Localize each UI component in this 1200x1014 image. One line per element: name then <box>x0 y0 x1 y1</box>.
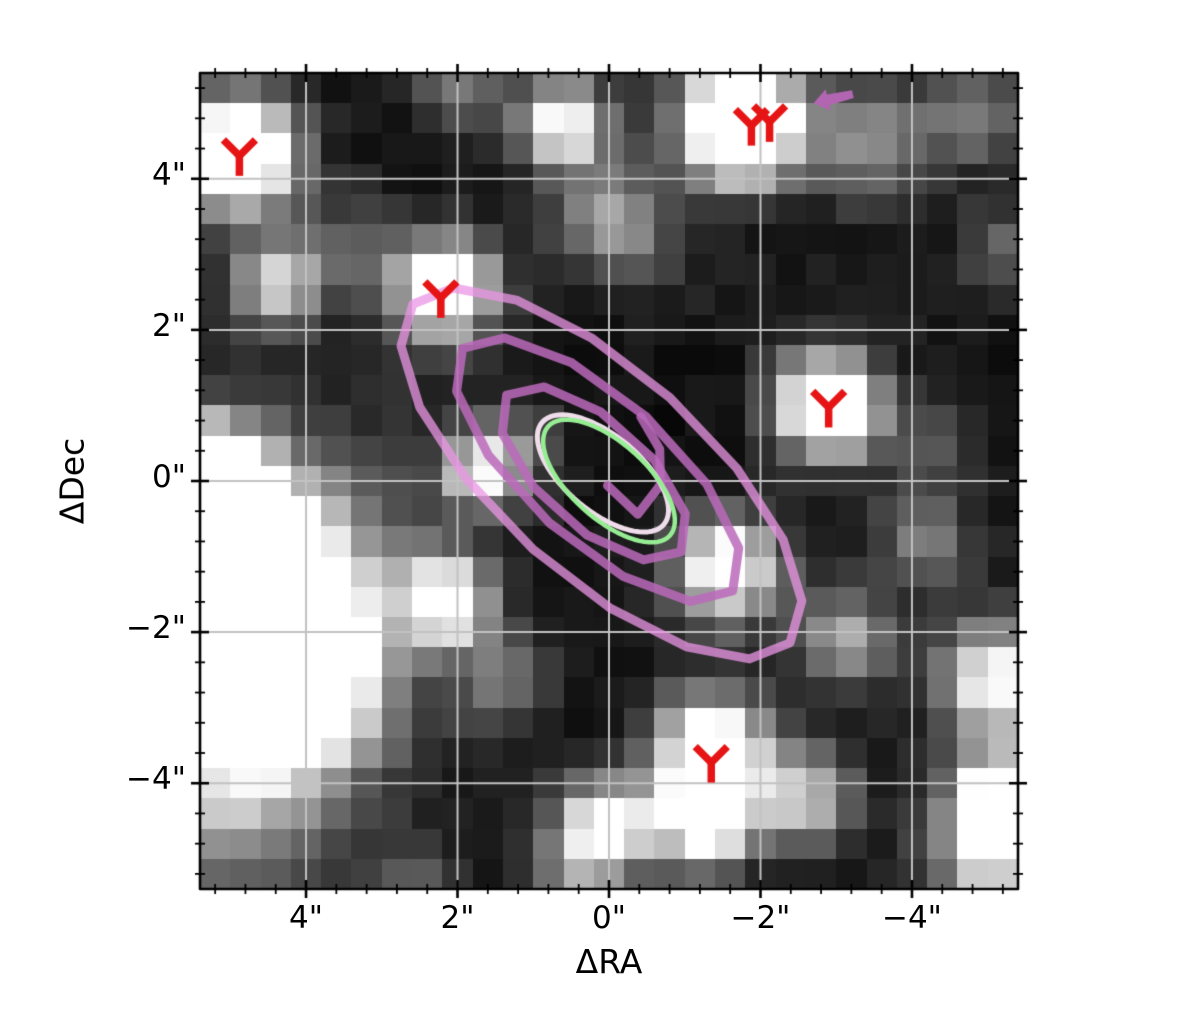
x-tick-label: −2" <box>730 900 791 936</box>
y-tick-label: −4" <box>126 761 186 798</box>
y-tick-label: −2" <box>126 610 186 647</box>
x-tick-label: 4" <box>289 900 324 936</box>
y-tick-label: 0" <box>152 459 186 495</box>
x-tick-label: −4" <box>881 900 942 936</box>
y-tick-label: 4" <box>152 156 186 193</box>
y-tick-label: 2" <box>152 307 186 344</box>
x-tick-label: 0" <box>592 900 626 936</box>
x-axis-label: ΔRA <box>575 942 643 981</box>
x-tick-label: 2" <box>440 900 475 936</box>
